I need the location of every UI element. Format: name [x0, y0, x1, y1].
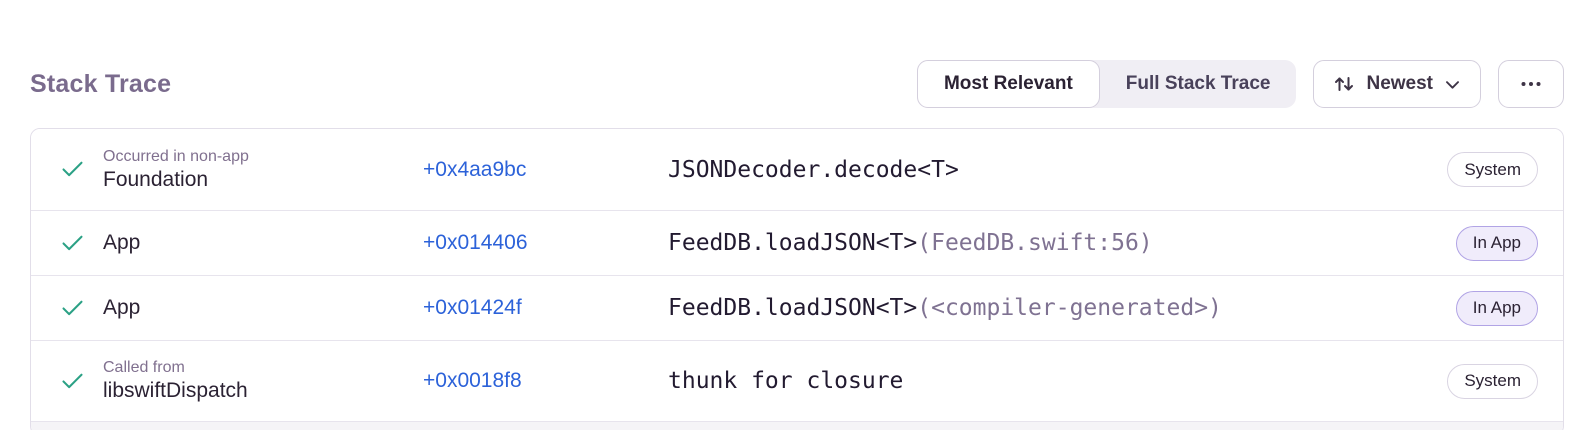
tab-full-stack-trace[interactable]: Full Stack Trace: [1125, 73, 1271, 94]
check-icon: [59, 156, 103, 183]
frame-origin-badge: System: [1447, 152, 1538, 187]
sort-dropdown-label: Newest: [1366, 73, 1433, 94]
stack-frame-row[interactable]: Called from libswiftDispatch +0x0018f8 thun…: [31, 340, 1563, 421]
module-cell: App: [103, 296, 423, 320]
check-icon: [59, 230, 103, 257]
tab-most-relevant[interactable]: Most Relevant: [916, 60, 1100, 108]
module-name: Foundation: [103, 167, 209, 191]
address-link[interactable]: +0x4aa9bc: [423, 157, 527, 181]
ellipsis-icon: [1519, 72, 1543, 96]
chevron-down-icon: [1443, 75, 1462, 94]
function-name: FeedDB.loadJSON<T>: [668, 230, 918, 256]
function-cell: thunk for closure: [668, 368, 1447, 394]
toolbar: Most Relevant Full Stack Trace Newest: [916, 60, 1564, 108]
stack-trace-panel: Stack Trace Most Relevant Full Stack Tra…: [0, 60, 1594, 430]
sort-dropdown-button[interactable]: Newest: [1313, 60, 1481, 108]
source-location[interactable]: (FeedDB.swift:56): [917, 230, 1153, 256]
function-cell: FeedDB.loadJSON<T>(FeedDB.swift:56): [668, 230, 1456, 256]
frame-note: Called from: [103, 359, 185, 376]
stack-frame-row[interactable]: Occurred in non-app Foundation +0x4aa9bc JS…: [31, 129, 1563, 210]
function-cell: JSONDecoder.decode<T>: [668, 157, 1447, 183]
module-name: libswiftDispatch: [103, 379, 248, 402]
frame-origin-badge: System: [1447, 363, 1538, 399]
function-cell: FeedDB.loadJSON<T>(<compiler-generated>): [668, 295, 1456, 321]
module-name: App: [103, 296, 141, 319]
stack-trace-header: Stack Trace Most Relevant Full Stack Tra…: [30, 60, 1564, 108]
page-title: Stack Trace: [30, 69, 172, 98]
next-frame-partial-row: [31, 421, 1563, 430]
sort-arrows-icon: [1332, 72, 1356, 96]
address-link[interactable]: +0x014406: [423, 231, 528, 254]
check-icon: [59, 295, 103, 322]
frame-origin-badge: In App: [1455, 225, 1538, 261]
address-link[interactable]: +0x01424f: [423, 296, 522, 319]
stack-trace-table: Occurred in non-app Foundation +0x4aa9bc JS…: [30, 128, 1564, 430]
module-cell: App: [103, 231, 423, 255]
function-name: FeedDB.loadJSON<T>: [668, 295, 918, 321]
view-toggle: Most Relevant Full Stack Trace: [916, 60, 1297, 108]
address-link[interactable]: +0x0018f8: [423, 369, 522, 392]
module-name: App: [103, 231, 141, 254]
frame-note: Occurred in non-app: [103, 147, 249, 165]
source-location[interactable]: (<compiler-generated>): [917, 295, 1222, 321]
check-icon: [59, 368, 103, 395]
more-options-button[interactable]: [1498, 60, 1564, 108]
stack-frame-row[interactable]: App +0x014406 FeedDB.loadJSON<T>(FeedDB.sw…: [31, 210, 1563, 275]
stack-frame-row[interactable]: App +0x01424f FeedDB.loadJSON<T>(<compiler…: [31, 275, 1563, 340]
module-cell: Called from libswiftDispatch: [103, 359, 423, 403]
frame-origin-badge: In App: [1455, 290, 1538, 326]
function-name: JSONDecoder.decode<T>: [668, 156, 959, 183]
function-name: thunk for closure: [668, 368, 904, 394]
module-cell: Occurred in non-app Foundation: [103, 148, 423, 192]
